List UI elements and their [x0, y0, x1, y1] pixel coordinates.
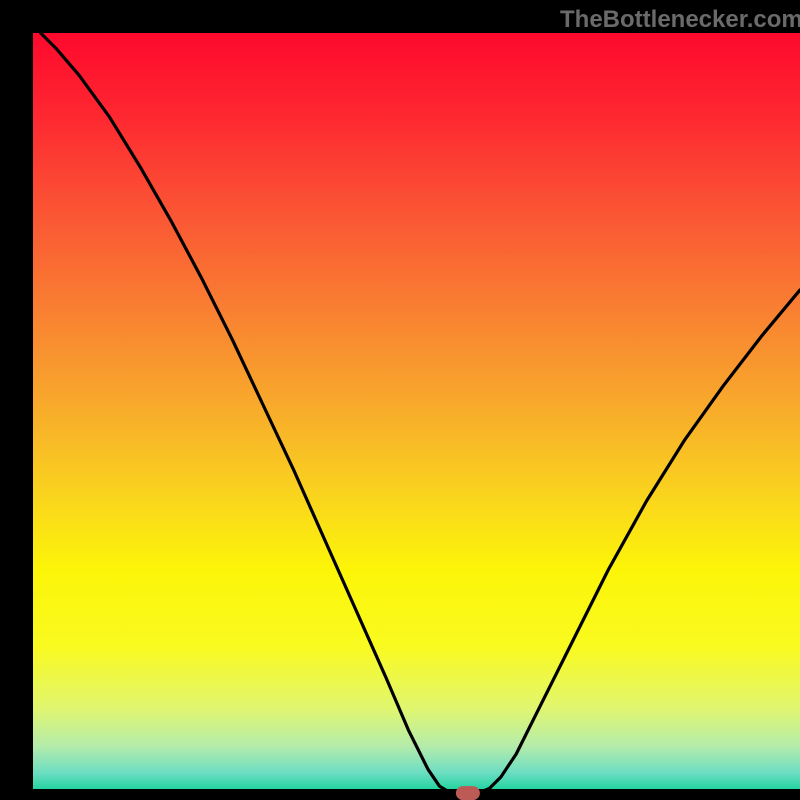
plot-background	[33, 33, 800, 800]
optimal-marker	[456, 786, 480, 800]
watermark-text: TheBottlenecker.com	[560, 6, 800, 34]
border-bottom	[0, 789, 800, 800]
border-left	[0, 0, 33, 800]
bottleneck-chart: TheBottlenecker.com	[0, 0, 800, 800]
chart-svg	[0, 0, 800, 800]
